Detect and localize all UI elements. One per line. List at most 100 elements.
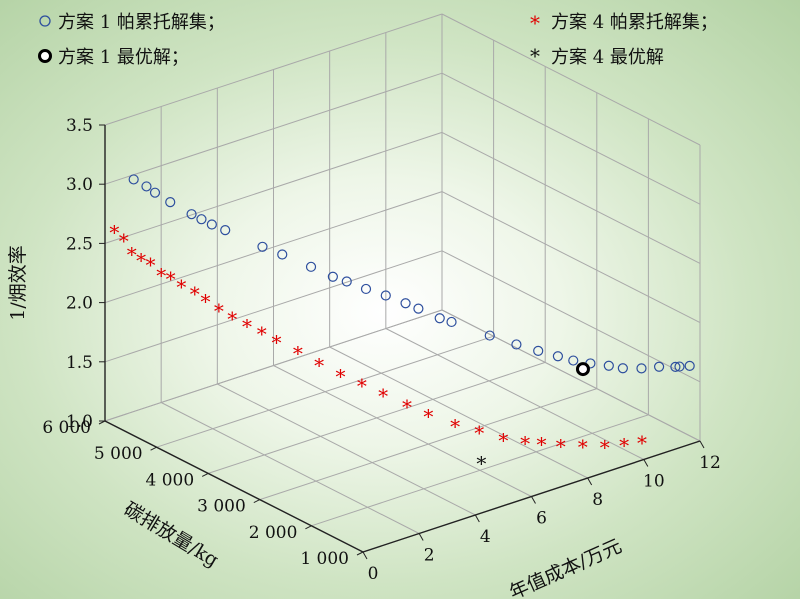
data-point-optimal-circle <box>575 362 590 377</box>
grid-line-floor-x <box>441 309 701 442</box>
data-point-open-circle <box>603 360 614 371</box>
data-point-asterisk: * <box>498 429 508 453</box>
data-point-open-circle <box>380 290 391 301</box>
legend-marker-open-circle <box>39 15 51 27</box>
x-axis-tick-mark <box>362 551 368 560</box>
series-3: * <box>476 452 486 476</box>
data-point-asterisk: * <box>600 436 610 460</box>
grid-line-right-wall-z <box>441 250 701 383</box>
grid-line-back-wall-z <box>104 191 443 304</box>
data-point-open-circle <box>257 241 268 252</box>
y-axis-tick-label: 2 000 <box>249 523 298 543</box>
legend-label: 方案 4 帕累托解集； <box>551 12 718 33</box>
data-point-asterisk: * <box>214 299 224 323</box>
data-point-open-circle <box>341 276 352 287</box>
data-point-open-circle <box>149 187 161 198</box>
legend-label: 方案 1 最优解； <box>58 47 189 68</box>
x-axis-tick-label: 4 <box>480 527 491 547</box>
data-point-asterisk: * <box>257 322 267 346</box>
data-point-asterisk: * <box>474 421 484 445</box>
data-point-asterisk: * <box>136 248 146 272</box>
x-axis-tick-label: 6 <box>536 509 547 529</box>
data-point-asterisk: * <box>476 452 486 476</box>
data-point-open-circle <box>186 209 197 220</box>
data-point-open-circle <box>636 363 647 374</box>
y-axis-tick-label: 5 000 <box>94 444 143 464</box>
x-axis-tick-label: 2 <box>424 546 435 566</box>
y-axis-tick-mark <box>305 525 312 530</box>
grid-line-right-wall-z <box>441 72 701 205</box>
data-point-asterisk: * <box>578 435 588 459</box>
data-point-open-circle <box>220 225 231 236</box>
data-point-open-circle <box>434 313 445 324</box>
z-axis-tick-label: 1.0 <box>66 412 93 432</box>
x-axis-title: 年值成本/万元 <box>506 535 625 599</box>
data-point-open-circle <box>305 261 317 272</box>
z-axis-tick-label: 1.5 <box>66 353 93 373</box>
data-point-open-circle <box>552 351 564 362</box>
data-point-open-circle <box>141 181 152 192</box>
data-point-asterisk: * <box>201 290 211 314</box>
data-point-open-circle <box>165 197 176 208</box>
grid-line-right-wall-z <box>441 13 701 146</box>
data-point-open-circle <box>206 219 217 230</box>
data-point-asterisk: * <box>293 341 303 365</box>
x-axis-tick-mark <box>643 459 649 467</box>
data-point-asterisk: * <box>190 282 200 306</box>
grid-line-floor-y <box>104 309 443 422</box>
data-point-open-circle <box>568 355 579 366</box>
grid-line-floor-y <box>208 361 546 474</box>
data-point-asterisk: * <box>227 307 237 331</box>
data-point-asterisk: * <box>423 405 433 429</box>
data-point-open-circle <box>277 249 288 260</box>
grid-line-right-wall-z <box>441 191 701 324</box>
grid-line-floor-x <box>160 402 420 534</box>
data-point-asterisk: * <box>537 433 547 457</box>
grid-line-back-wall-z <box>104 131 443 244</box>
series-1 <box>575 362 590 377</box>
data-point-asterisk: * <box>378 384 388 408</box>
data-point-open-circle <box>327 271 338 282</box>
data-point-asterisk: * <box>176 275 186 299</box>
grid-layer <box>104 13 701 553</box>
legend-item-scheme1-pareto: 方案 1 帕累托解集； <box>39 12 225 33</box>
grid-line-floor-x <box>385 328 645 460</box>
data-point-open-circle <box>360 283 372 295</box>
x-axis-tick-mark <box>474 514 480 523</box>
grid-line-floor-y <box>259 388 597 501</box>
data-point-asterisk: * <box>450 415 460 439</box>
data-point-asterisk: * <box>272 331 282 355</box>
y-axis-tick-label: 1 000 <box>300 549 349 569</box>
y-axis-line <box>104 420 364 553</box>
data-point-asterisk: * <box>314 354 324 378</box>
grid-line-floor-y <box>156 335 494 448</box>
z-axis-tick-label: 2.5 <box>66 234 93 254</box>
y-axis-tick-mark <box>356 551 364 556</box>
data-point-asterisk: * <box>166 267 176 291</box>
grid-line-floor-x <box>273 365 532 497</box>
legend-marker-black-asterisk: * <box>530 44 540 68</box>
grid-line-right-wall-z <box>441 131 701 264</box>
x-axis-tick-label: 0 <box>368 564 379 584</box>
y-axis-tick-label: 3 000 <box>197 497 246 517</box>
x-axis-tick-label: 10 <box>643 472 665 492</box>
data-point-asterisk: * <box>556 434 566 458</box>
x-axis-tick-label: 8 <box>592 490 603 510</box>
z-axis-tick-label: 2.0 <box>66 294 93 314</box>
data-point-asterisk: * <box>357 374 367 398</box>
data-point-asterisk: * <box>335 364 345 388</box>
data-point-asterisk: * <box>402 395 412 419</box>
data-point-asterisk: * <box>127 242 137 266</box>
data-point-open-circle <box>400 298 411 309</box>
legend-label: 方案 4 最优解 <box>551 47 664 68</box>
legend: 方案 1 帕累托解集； 方案 1 最优解； * 方案 4 帕累托解集； * 方案… <box>38 11 718 68</box>
data-point-asterisk: * <box>242 314 252 338</box>
grid-line-back-wall-z <box>104 250 443 363</box>
z-axis-title: 1/㶲效率 <box>7 245 29 321</box>
data-point-open-circle <box>484 330 495 341</box>
data-point-open-circle <box>533 345 544 356</box>
z-axis-tick-label: 3.5 <box>66 116 93 136</box>
